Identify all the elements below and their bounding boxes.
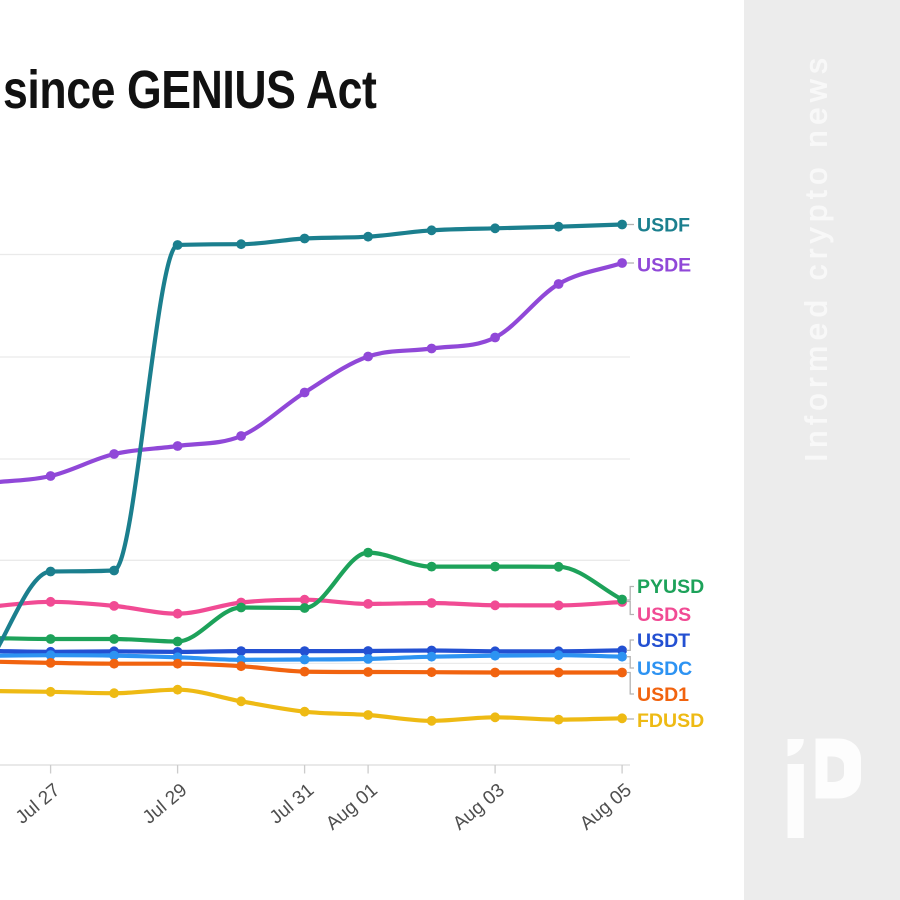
svg-text:Aug 01: Aug 01 (322, 780, 382, 835)
svg-text:Jul 31: Jul 31 (266, 780, 318, 829)
svg-text:Aug 03: Aug 03 (449, 780, 509, 835)
svg-text:PYUSD: PYUSD (637, 576, 704, 598)
svg-text:FDUSD: FDUSD (637, 710, 704, 732)
svg-text:Jul 29: Jul 29 (139, 780, 191, 829)
svg-text:USDF: USDF (637, 214, 690, 236)
svg-text:Aug 05: Aug 05 (576, 780, 636, 835)
svg-text:USDT: USDT (637, 630, 690, 652)
svg-text:USD1: USD1 (637, 684, 689, 706)
svg-text:Informed crypto news: Informed crypto news (799, 53, 834, 462)
svg-text:USDC: USDC (637, 658, 692, 680)
svg-text:USDS: USDS (637, 604, 691, 626)
svg-text:Jul 27: Jul 27 (12, 780, 64, 829)
svg-text:USDE: USDE (637, 254, 691, 276)
